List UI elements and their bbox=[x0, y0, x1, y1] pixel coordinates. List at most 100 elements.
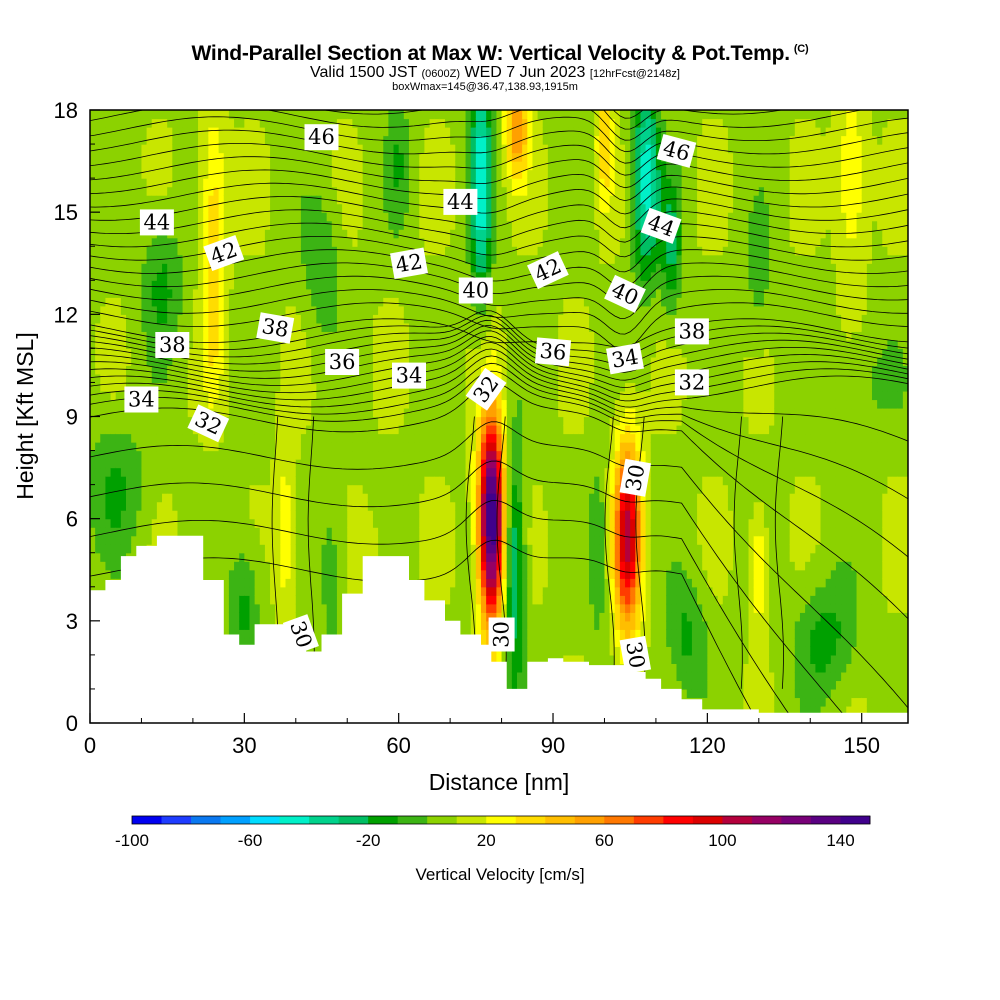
field-cell bbox=[300, 510, 307, 520]
field-cell bbox=[357, 314, 364, 324]
field-cell bbox=[326, 118, 333, 128]
field-cell bbox=[316, 246, 323, 256]
field-cell bbox=[105, 220, 112, 230]
field-cell bbox=[383, 254, 389, 264]
field-cell bbox=[403, 322, 410, 332]
field-cell bbox=[218, 271, 225, 281]
field-cell bbox=[264, 195, 271, 205]
field-cell bbox=[316, 527, 323, 537]
field-cell bbox=[115, 127, 122, 137]
field-cell bbox=[223, 561, 230, 571]
field-cell bbox=[120, 305, 127, 315]
field-cell bbox=[203, 178, 209, 188]
field-cell bbox=[239, 561, 245, 571]
field-cell bbox=[285, 178, 292, 188]
field-cell bbox=[321, 629, 328, 639]
field-cell bbox=[367, 297, 374, 307]
field-cell bbox=[239, 442, 245, 452]
field-cell bbox=[295, 365, 302, 375]
field-cell bbox=[331, 578, 338, 588]
field-cell bbox=[424, 493, 431, 503]
field-cell bbox=[321, 305, 328, 315]
field-cell bbox=[367, 518, 374, 528]
field-cell bbox=[383, 416, 389, 426]
field-cell bbox=[367, 305, 374, 315]
field-cell bbox=[336, 331, 343, 341]
field-cell bbox=[275, 467, 281, 477]
field-cell bbox=[275, 416, 281, 426]
field-cell bbox=[378, 331, 384, 341]
field-cell bbox=[136, 450, 143, 460]
field-cell bbox=[342, 178, 348, 188]
field-cell bbox=[393, 229, 400, 239]
field-cell bbox=[213, 169, 220, 179]
field-cell bbox=[156, 237, 163, 247]
field-cell bbox=[424, 348, 431, 358]
field-cell bbox=[162, 288, 168, 298]
field-cell bbox=[285, 135, 292, 145]
field-cell bbox=[311, 348, 317, 358]
field-cell bbox=[136, 416, 143, 426]
field-cell bbox=[115, 271, 122, 281]
field-cell bbox=[115, 331, 122, 341]
field-cell bbox=[218, 169, 225, 179]
field-cell bbox=[218, 331, 225, 341]
field-cell bbox=[228, 144, 235, 154]
field-cell bbox=[362, 365, 369, 375]
field-cell bbox=[352, 382, 359, 392]
field-cell bbox=[244, 178, 251, 188]
field-cell bbox=[398, 407, 405, 418]
field-cell bbox=[290, 288, 297, 298]
field-cell bbox=[218, 450, 225, 460]
field-cell bbox=[316, 110, 323, 120]
field-cell bbox=[331, 263, 338, 273]
field-cell bbox=[306, 152, 312, 162]
field-cell bbox=[151, 459, 158, 469]
field-cell bbox=[300, 365, 307, 375]
field-cell bbox=[182, 450, 189, 460]
field-cell bbox=[126, 110, 132, 120]
field-cell bbox=[105, 254, 112, 264]
field-cell bbox=[275, 578, 281, 588]
field-cell bbox=[434, 544, 441, 554]
field-cell bbox=[110, 314, 117, 324]
field-cell bbox=[182, 152, 189, 162]
field-cell bbox=[367, 220, 374, 230]
field-cell bbox=[218, 510, 225, 520]
field-cell bbox=[300, 195, 307, 205]
field-cell bbox=[429, 569, 436, 579]
field-cell bbox=[306, 612, 312, 622]
field-cell bbox=[378, 229, 384, 239]
field-cell bbox=[352, 450, 359, 460]
field-cell bbox=[321, 407, 328, 418]
field-cell bbox=[285, 237, 292, 247]
field-cell bbox=[326, 373, 333, 384]
field-cell bbox=[295, 399, 302, 409]
field-cell bbox=[95, 254, 101, 264]
field-cell bbox=[316, 561, 323, 571]
field-cell bbox=[439, 144, 446, 154]
field-cell bbox=[151, 314, 158, 324]
field-cell bbox=[295, 186, 302, 196]
field-cell bbox=[306, 110, 312, 120]
field-cell bbox=[249, 442, 256, 452]
field-cell bbox=[295, 195, 302, 205]
field-cell bbox=[295, 501, 302, 511]
field-cell bbox=[403, 399, 410, 409]
field-cell bbox=[228, 407, 235, 418]
field-cell bbox=[331, 297, 338, 307]
field-cell bbox=[336, 493, 343, 503]
chart-title: Wind-Parallel Section at Max W: Vertical… bbox=[0, 38, 1000, 65]
field-cell bbox=[316, 390, 323, 401]
field-cell bbox=[234, 561, 240, 571]
field-cell bbox=[321, 467, 328, 477]
field-cell bbox=[234, 161, 240, 171]
field-cell bbox=[342, 288, 348, 298]
field-cell bbox=[367, 459, 374, 469]
field-cell bbox=[254, 365, 261, 375]
field-cell bbox=[213, 493, 220, 503]
field-cell bbox=[383, 169, 389, 179]
field-cell bbox=[270, 144, 276, 154]
field-cell bbox=[419, 186, 425, 196]
field-cell bbox=[275, 220, 281, 230]
